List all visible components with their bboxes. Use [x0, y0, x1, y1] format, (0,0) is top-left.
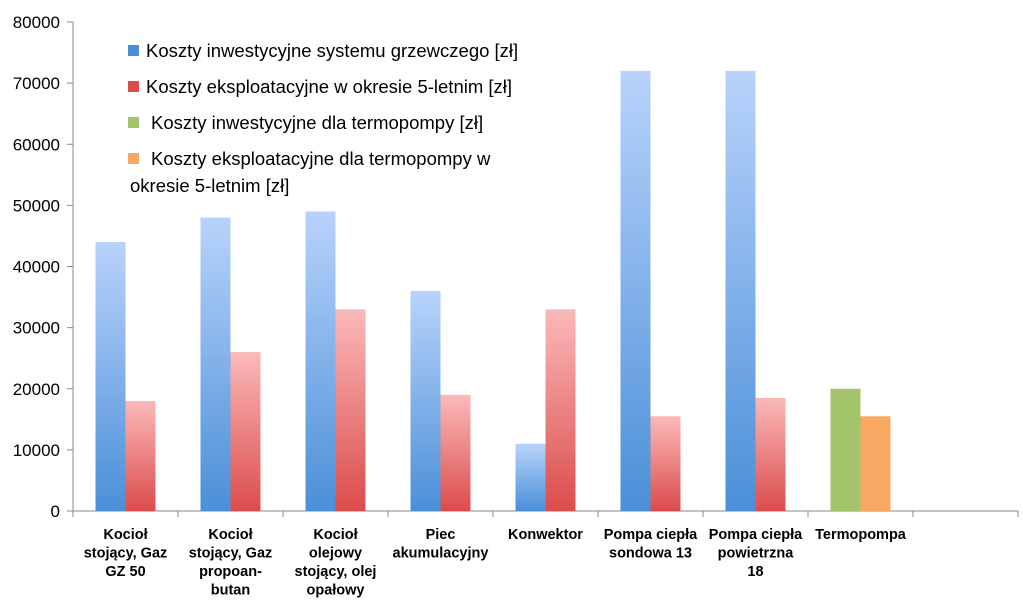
legend-entry: Koszty inwestycyjne systemu grzewczego [… — [146, 40, 518, 61]
legend-entry: Koszty eksploatacyjne w okresie 5-letnim… — [146, 76, 512, 97]
bar — [335, 309, 366, 511]
y-tick-label: 20000 — [13, 380, 60, 399]
y-tick-label: 50000 — [13, 196, 60, 215]
x-tick-label: Kocioł olejowy stojący, olej opałowy — [295, 527, 377, 599]
x-tick-label: Kocioł stojący, Gaz GZ 50 — [84, 527, 168, 580]
y-tick-label: 70000 — [13, 74, 60, 93]
bar — [860, 416, 891, 511]
bar — [125, 400, 156, 511]
x-tick-label: Pompa ciepła sondowa 13 — [604, 527, 698, 562]
y-tick-label: 30000 — [13, 319, 60, 338]
y-tick-label: 0 — [51, 502, 60, 521]
bar — [515, 443, 546, 511]
bar — [200, 217, 231, 511]
category-labels: Kocioł stojący, Gaz GZ 50 Kocioł stojący, Ga… — [84, 527, 907, 599]
y-tick-label: 80000 — [13, 13, 60, 32]
x-tick-label: Piec akumulacyjny — [393, 527, 489, 562]
bar — [305, 211, 336, 512]
bar — [545, 309, 576, 511]
bar — [620, 70, 651, 512]
bar — [410, 290, 441, 511]
bar — [755, 397, 786, 511]
legend-swatch — [128, 81, 139, 92]
bar — [650, 416, 681, 511]
y-tick-label: 40000 — [13, 258, 60, 277]
bar — [830, 388, 861, 511]
legend: Koszty inwestycyjne systemu grzewczego [… — [128, 40, 518, 196]
y-tick-label: 60000 — [13, 135, 60, 154]
x-tick-label: Termopompa — [815, 527, 907, 543]
x-tick-label: Konwektor — [508, 527, 583, 543]
bar — [230, 352, 261, 511]
bar — [725, 70, 756, 512]
y-axis-ticks: 0 10000 20000 30000 40000 50000 60000 70000 8000… — [13, 13, 73, 521]
x-tick-label: Pompa ciepła powietrzna 18 — [709, 527, 803, 580]
bars — [95, 70, 891, 512]
legend-swatch — [128, 153, 139, 164]
y-tick-label: 10000 — [13, 441, 60, 460]
x-tick-label: Kocioł stojący, Gaz propoan-butan — [189, 527, 273, 599]
legend-entry: Koszty inwestycyjne dla termopompy [zł] — [151, 112, 483, 133]
legend-swatch — [128, 117, 139, 128]
bar — [95, 242, 126, 512]
legend-entry: Koszty eksploatacyjne dla termopompy w ok… — [130, 148, 491, 196]
legend-swatch — [128, 45, 139, 56]
bar — [440, 394, 471, 511]
